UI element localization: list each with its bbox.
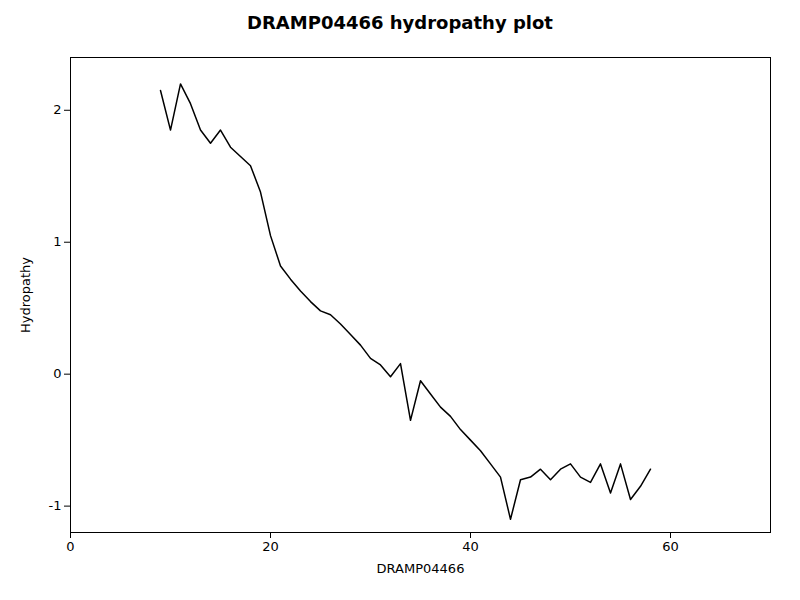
svg-text:Hydropathy: Hydropathy [18, 257, 33, 333]
svg-text:2: 2 [53, 102, 61, 117]
svg-text:60: 60 [662, 539, 679, 554]
svg-text:0: 0 [53, 366, 61, 381]
svg-text:40: 40 [462, 539, 479, 554]
svg-text:0: 0 [66, 539, 74, 554]
svg-text:DRAMP04466: DRAMP04466 [377, 561, 465, 576]
html-text:DRAMP04466 hydropathy plot: DRAMP04466 hydropathy plot [247, 12, 553, 33]
svg-text:20: 20 [262, 539, 279, 554]
svg-text:1: 1 [53, 234, 61, 249]
svg-text:-1: -1 [49, 498, 62, 513]
